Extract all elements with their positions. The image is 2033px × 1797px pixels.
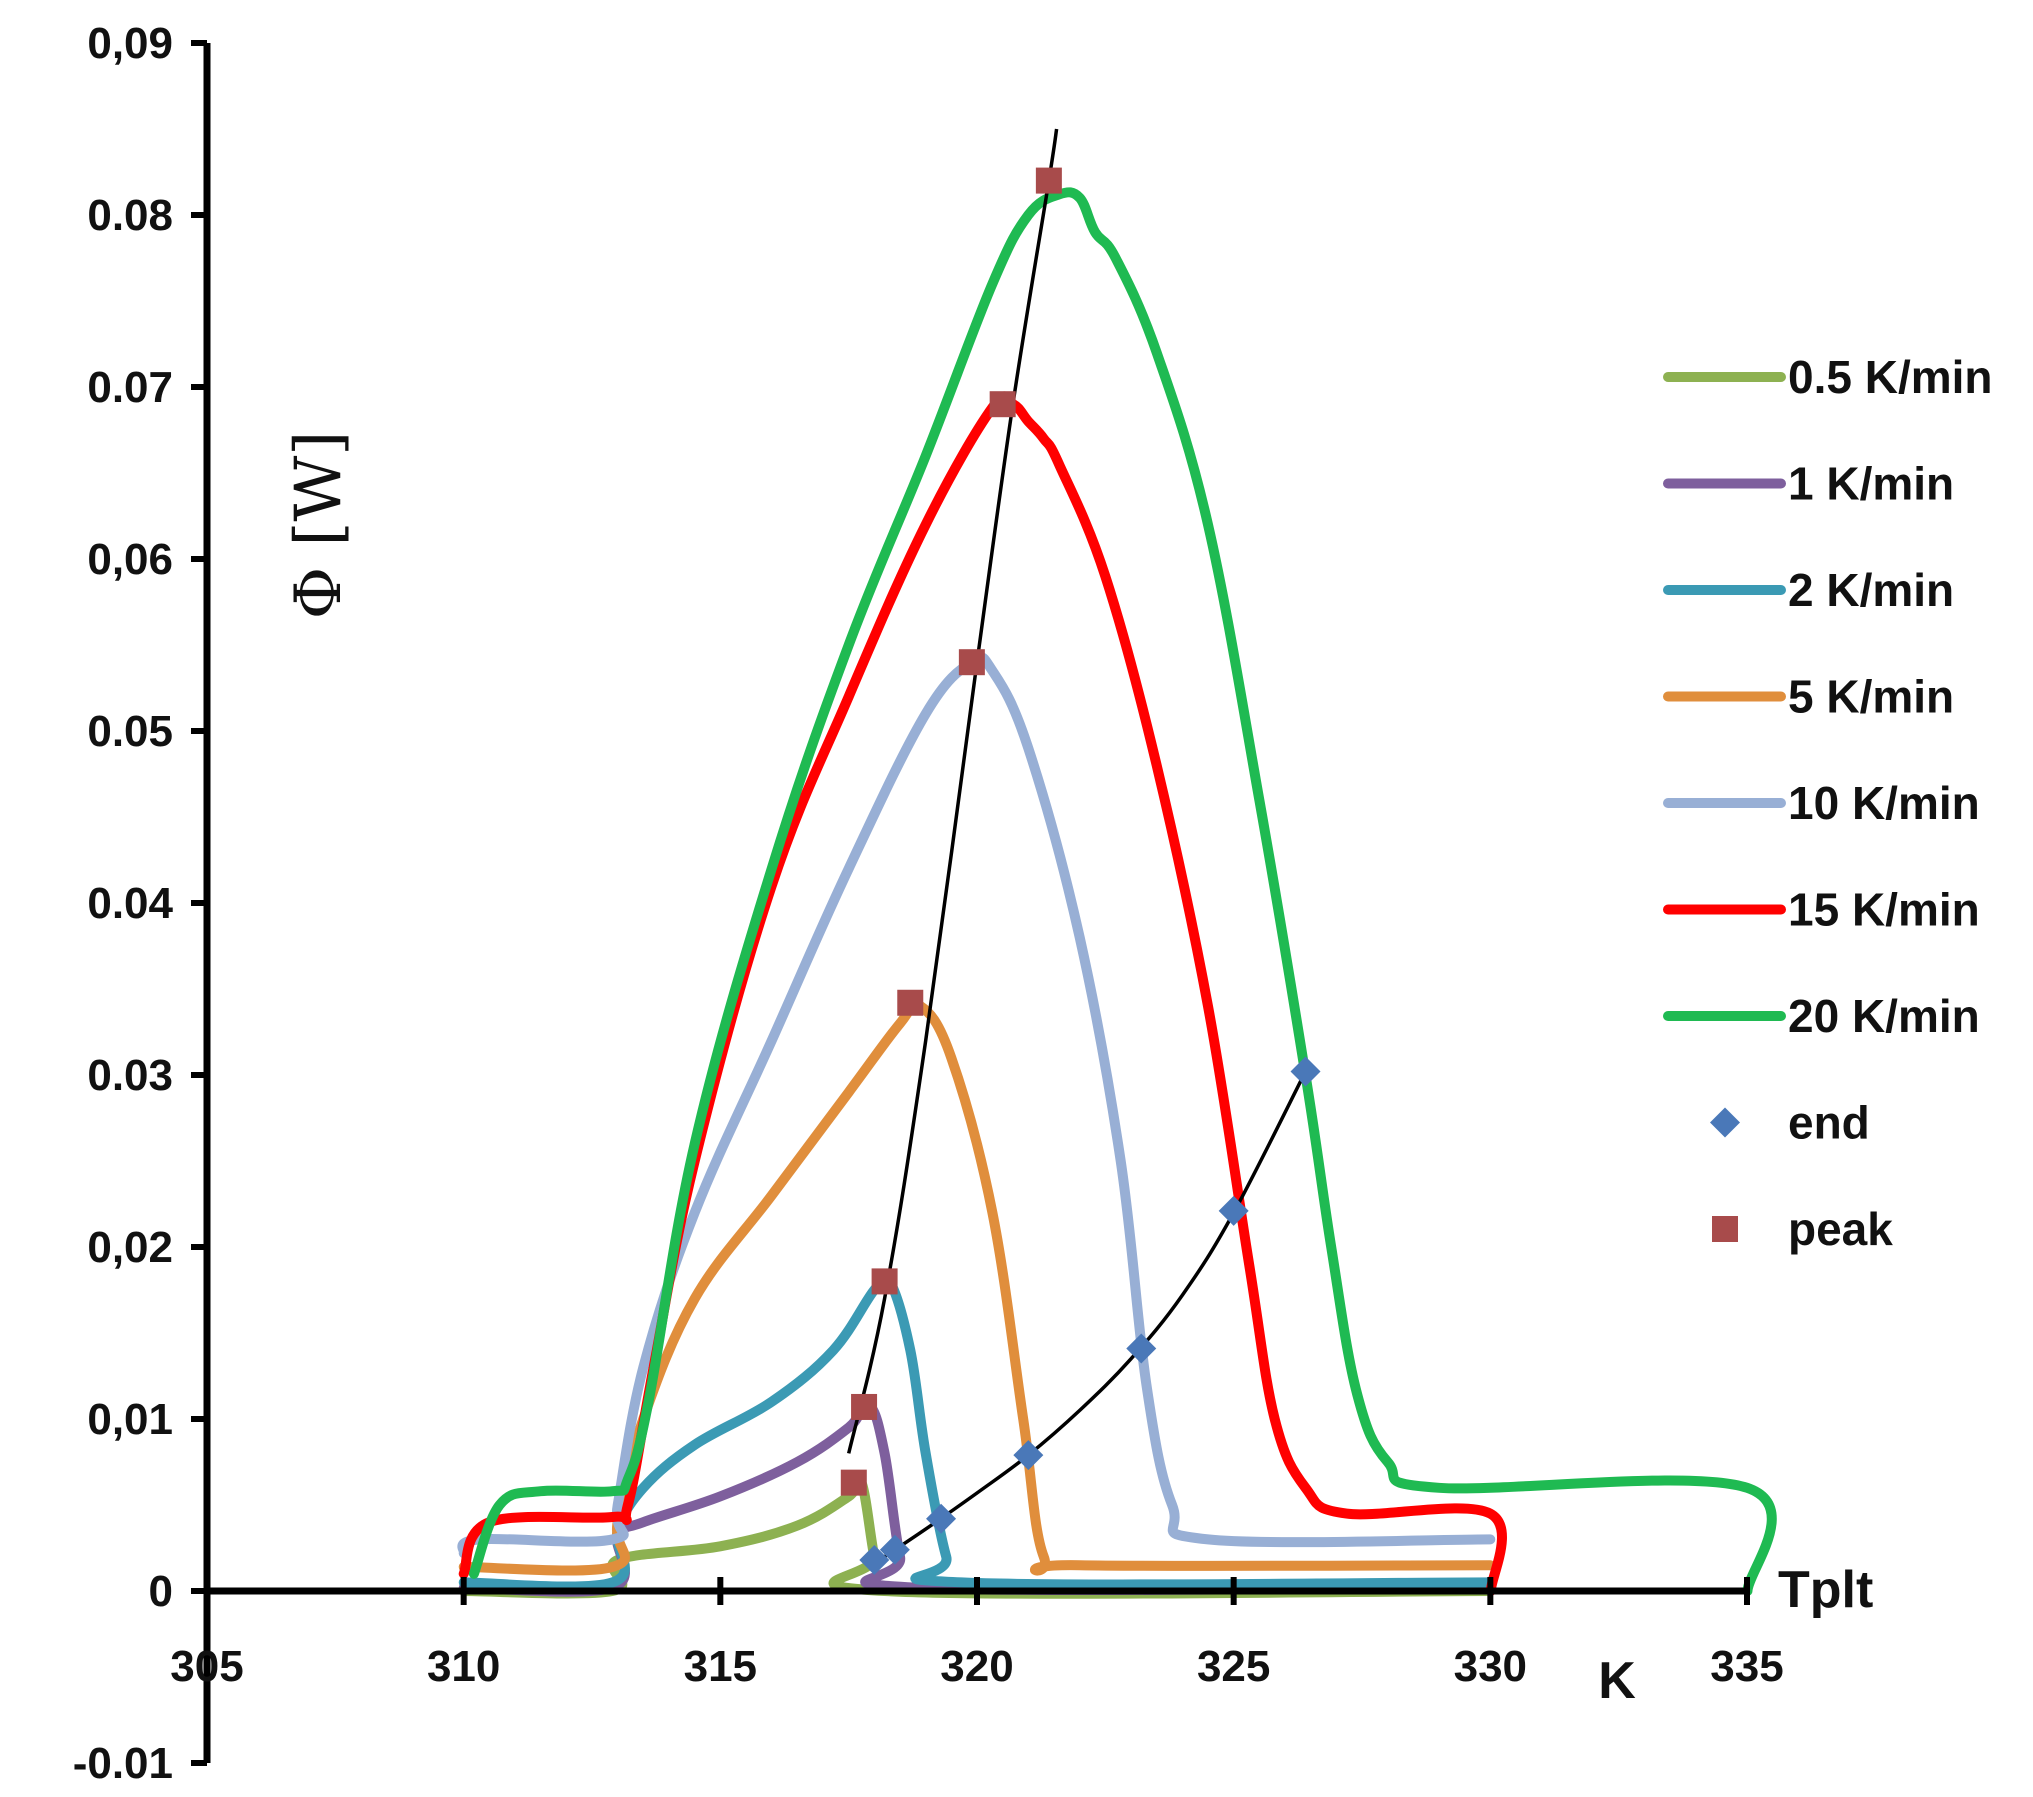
y-tick-label: 0.08: [87, 191, 173, 240]
y-tick-label: 0,01: [87, 1395, 173, 1444]
x-axis-unit-label: K: [1598, 1652, 1636, 1710]
y-tick-label: 0.07: [87, 363, 173, 412]
peak-marker: [989, 391, 1016, 418]
legend-label: 0.5 K/min: [1788, 351, 1993, 403]
series-line-15-k-min: [458, 391, 1507, 1596]
peak-marker: [958, 649, 985, 676]
end-marker: [859, 1545, 890, 1576]
y-tick-label: -0.01: [73, 1739, 173, 1788]
peak-marker: [851, 1393, 878, 1420]
y-tick-label: 0.05: [87, 707, 173, 756]
x-tick-label: 320: [940, 1642, 1013, 1691]
end-marker: [1218, 1195, 1249, 1226]
legend-label: 1 K/min: [1788, 458, 1954, 510]
y-ticks: 0,09 0.08 0.07 0,06 0.05 0.04 0.03 0,02 0,01 0 -0.…: [73, 19, 207, 1788]
legend-label: 5 K/min: [1788, 671, 1954, 723]
legend-label: 2 K/min: [1788, 564, 1954, 616]
legend-item-5-k-min: 5 K/min: [1663, 671, 1954, 723]
series-line-10-k-min: [457, 652, 1496, 1559]
legend-swatch-peak: [1712, 1216, 1738, 1242]
y-tick-label: 0: [149, 1567, 173, 1616]
end-trend-line: [873, 1070, 1308, 1565]
x-axis-end-label: Tplt: [1778, 1561, 1873, 1619]
peak-marker: [871, 1268, 898, 1295]
legend-item-10-k-min: 10 K/min: [1663, 777, 1980, 829]
x-ticks: 305 310 315 320 325 330 335: [170, 1577, 1784, 1691]
x-tick-label: 315: [684, 1642, 757, 1691]
end-marker: [926, 1503, 957, 1534]
y-tick-label: 0,09: [87, 19, 173, 68]
y-tick-label: 0.04: [87, 879, 173, 928]
legend-item-15-k-min: 15 K/min: [1663, 884, 1980, 936]
x-tick-label: 330: [1454, 1642, 1527, 1691]
y-tick-label: 0.03: [87, 1051, 173, 1100]
x-tick-label: 325: [1197, 1642, 1270, 1691]
end-marker: [1290, 1056, 1321, 1087]
series-line-20-k-min: [468, 187, 1777, 1596]
peak-marker: [897, 989, 924, 1016]
legend-item-0-5-k-min: 0.5 K/min: [1663, 351, 1993, 403]
peak-marker: [840, 1469, 867, 1496]
x-tick-label: 310: [427, 1642, 500, 1691]
legend-label: 15 K/min: [1788, 884, 1980, 936]
y-tick-label: 0,06: [87, 535, 173, 584]
legend-label: peak: [1788, 1203, 1893, 1255]
axes: 0,09 0.08 0.07 0,06 0.05 0.04 0.03 0,02 0,01 0 -0.…: [73, 19, 1874, 1788]
end-marker: [1013, 1440, 1044, 1471]
peak-marker: [1035, 167, 1062, 194]
legend-item-end: end: [1710, 1097, 1870, 1149]
x-tick-label: 335: [1710, 1642, 1783, 1691]
legend-item-1-k-min: 1 K/min: [1663, 458, 1954, 510]
legend-item-20-k-min: 20 K/min: [1663, 990, 1980, 1042]
legend-label: 10 K/min: [1788, 777, 1980, 829]
end-marker: [1126, 1333, 1157, 1364]
legend-label: end: [1788, 1097, 1870, 1149]
legend-swatch-end: [1710, 1107, 1740, 1138]
legend-item-2-k-min: 2 K/min: [1663, 564, 1954, 616]
y-tick-label: 0,02: [87, 1223, 173, 1272]
y-axis-label: Φ [W]: [282, 431, 356, 620]
plot-series: [457, 187, 1777, 1599]
legend: 0.5 K/min 1 K/min 2 K/min 5 K/min 10 K/min 15…: [1663, 351, 1993, 1255]
legend-label: 20 K/min: [1788, 990, 1980, 1042]
x-tick-label: 305: [170, 1642, 243, 1691]
plot-markers: [840, 167, 1321, 1576]
legend-item-peak: peak: [1712, 1203, 1893, 1255]
plot-trendlines: [846, 128, 1308, 1565]
end-marker: [879, 1534, 910, 1565]
